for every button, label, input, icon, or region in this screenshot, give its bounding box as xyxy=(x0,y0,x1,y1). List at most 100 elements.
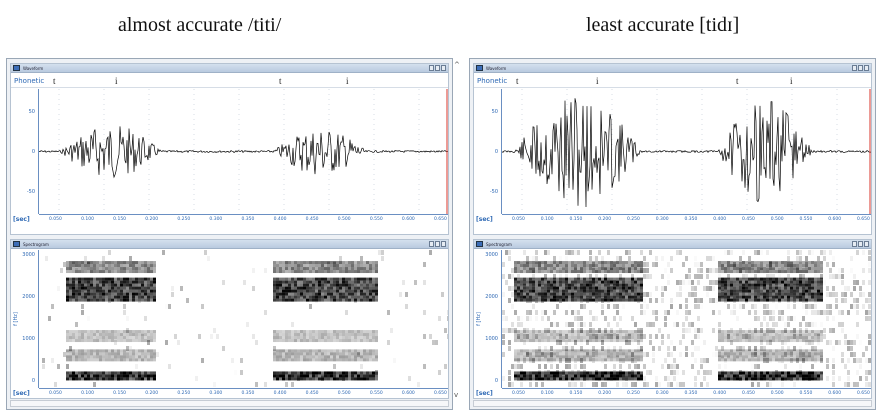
spectrogram-cell xyxy=(535,295,538,299)
spectrogram-cell xyxy=(303,261,306,265)
spectrogram-cell xyxy=(339,280,342,284)
spectrogram-cell xyxy=(601,339,604,343)
minimize-button[interactable] xyxy=(429,65,434,71)
spectrogram-cell xyxy=(517,283,520,287)
spectrogram-cell xyxy=(811,349,814,353)
spectrogram-cell xyxy=(748,264,751,268)
spectrogram-cell xyxy=(655,256,658,261)
spectrogram-cell xyxy=(357,289,360,293)
window-titlebar[interactable]: Waveform xyxy=(474,64,871,73)
spectrogram-cell xyxy=(565,250,568,255)
spectrogram-cell xyxy=(568,298,571,302)
spectrogram-cell xyxy=(108,250,111,255)
minimize-button[interactable] xyxy=(852,241,857,247)
spectrogram-cell xyxy=(282,283,285,287)
spectrogram-cell xyxy=(595,336,598,340)
spectrogram-cell xyxy=(111,333,114,337)
spectrogram-plot[interactable] xyxy=(502,250,871,388)
phonetic-tier[interactable]: Phonetic t i t i xyxy=(11,74,448,88)
spectrogram-cell xyxy=(138,352,141,356)
spectrogram-cell xyxy=(84,377,87,381)
window-titlebar[interactable]: Spectrogram xyxy=(474,240,871,249)
horizontal-scrollbar[interactable] xyxy=(10,400,449,407)
horizontal-scrollbar[interactable] xyxy=(473,400,872,407)
spectrogram-cell xyxy=(628,280,631,284)
maximize-button[interactable] xyxy=(858,241,863,247)
spectrogram-cell xyxy=(508,370,511,375)
close-button[interactable] xyxy=(441,65,446,71)
window-titlebar[interactable]: Spectrogram xyxy=(11,240,448,249)
spectrogram-cell xyxy=(748,336,751,340)
minimize-button[interactable] xyxy=(852,65,857,71)
spectrogram-cell xyxy=(327,262,330,267)
spectrogram-cell xyxy=(78,261,81,265)
spectrogram-cell xyxy=(751,280,754,284)
close-button[interactable] xyxy=(864,241,869,247)
spectrogram-cell xyxy=(598,355,601,359)
spectrogram-cell xyxy=(132,264,135,268)
spectrogram-cell xyxy=(607,358,610,362)
spectrogram-cell xyxy=(312,330,315,334)
spectrogram-cell xyxy=(282,292,285,296)
spectrogram-cell xyxy=(150,358,153,362)
spectrogram-cell xyxy=(135,277,138,281)
spectrogram-cell xyxy=(778,280,781,284)
window-title: Spectrogram xyxy=(23,242,49,247)
vertical-scrollbar[interactable]: ^ v xyxy=(454,61,460,399)
spectrogram-cell xyxy=(517,371,520,375)
spectrogram-cell xyxy=(739,304,742,309)
spectrogram-cell xyxy=(111,289,114,293)
maximize-button[interactable] xyxy=(435,241,440,247)
spectrogram-cell xyxy=(577,298,580,302)
spectrogram-cell xyxy=(138,264,141,268)
spectrogram-cell xyxy=(727,333,730,337)
spectrogram-cell xyxy=(778,262,781,267)
spectrogram-cell xyxy=(622,283,625,287)
spectrogram-cell xyxy=(544,352,547,356)
spectrogram-cell xyxy=(772,328,775,333)
spectrogram-cell xyxy=(96,374,99,378)
spectrogram-cell xyxy=(601,355,604,359)
spectrogram-cell xyxy=(601,310,604,315)
spectrogram-cell xyxy=(619,339,622,343)
spectrogram-cell xyxy=(820,289,823,293)
spectrogram-cell xyxy=(637,292,640,296)
minimize-button[interactable] xyxy=(429,241,434,247)
maximize-button[interactable] xyxy=(435,65,440,71)
maximize-button[interactable] xyxy=(858,65,863,71)
scroll-up-icon[interactable]: ^ xyxy=(454,61,460,69)
spectrogram-cell xyxy=(315,330,318,334)
spectrogram-cell xyxy=(529,336,532,340)
spectrogram-cell xyxy=(718,261,721,265)
waveform-plot[interactable] xyxy=(502,89,871,214)
spectrogram-cell xyxy=(147,286,150,290)
spectrogram-cell xyxy=(589,371,592,375)
spectrogram-cell xyxy=(808,270,811,274)
spectrogram-cell xyxy=(751,283,754,287)
spectrogram-cell xyxy=(805,349,808,353)
y-axis-label: f [Hz] xyxy=(12,312,19,326)
spectrogram-cell xyxy=(559,371,562,375)
spectrogram-cell xyxy=(787,298,790,302)
spectrogram-cell xyxy=(117,371,120,375)
close-button[interactable] xyxy=(864,65,869,71)
scroll-down-icon[interactable]: v xyxy=(454,391,459,399)
waveform-plot[interactable] xyxy=(39,89,448,214)
spectrogram-cell xyxy=(583,270,586,274)
spectrogram-cell xyxy=(568,382,571,387)
phonetic-tier[interactable]: Phonetic t i t i xyxy=(474,74,871,88)
spectrogram-cell xyxy=(81,264,84,268)
spectrogram-cell xyxy=(99,283,102,287)
spectrogram-cell xyxy=(589,298,592,302)
spectrogram-cell xyxy=(354,374,357,378)
spectrogram-cell xyxy=(742,349,745,353)
spectrogram-cell xyxy=(363,289,366,293)
spectrogram-cell xyxy=(760,264,763,268)
spectrogram-cell xyxy=(351,280,354,284)
close-button[interactable] xyxy=(441,241,446,247)
window-titlebar[interactable]: Waveform xyxy=(11,64,448,73)
spectrogram-cell xyxy=(802,292,805,296)
spectrogram-cell xyxy=(703,340,706,345)
spectrogram-cell xyxy=(760,262,763,267)
spectrogram-plot[interactable] xyxy=(39,250,448,388)
